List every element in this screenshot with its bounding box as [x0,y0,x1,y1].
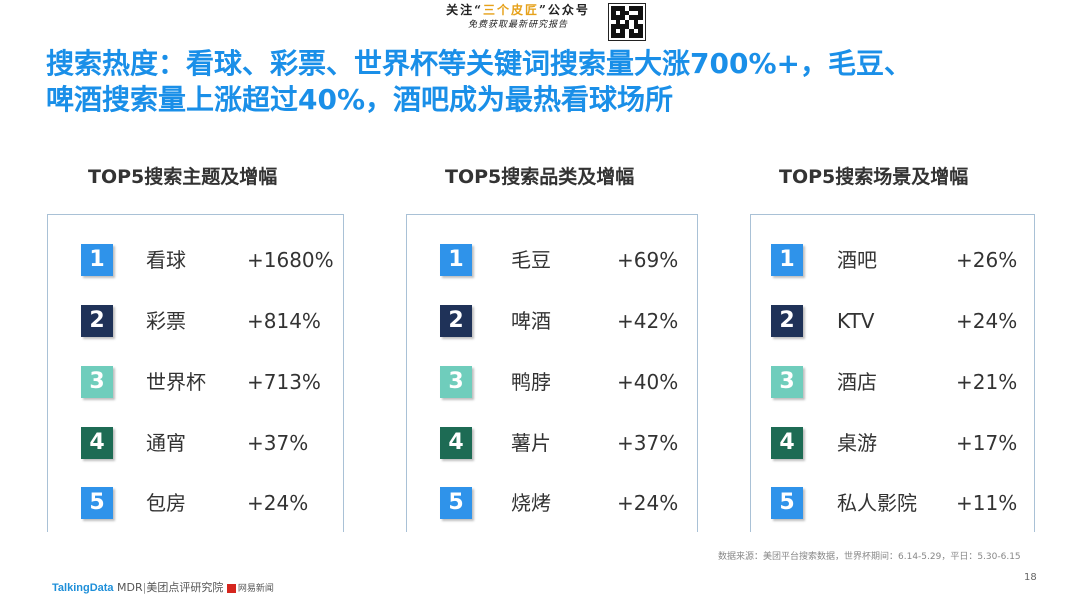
list-item: 4 桌游 +17% [751,427,1034,461]
list-item: 3 世界杯 +713% [48,366,343,400]
watermark-suffix: ”公众号 [539,3,590,17]
item-growth: +37% [247,431,309,455]
item-name: 世界杯 [146,370,206,394]
list-item: 1 看球 +1680% [48,244,343,278]
list-item: 1 酒吧 +26% [751,244,1034,278]
item-name: 薯片 [511,431,551,455]
slide-title-line1: 搜索热度：看球、彩票、世界杯等关键词搜索量大涨700%+，毛豆、 [46,47,912,80]
panel-title-topics: TOP5搜索主题及增幅 [88,166,278,188]
slide-title-line2: 啤酒搜索量上涨超过40%，酒吧成为最热看球场所 [46,83,674,116]
list-item: 2 KTV +24% [751,305,1034,339]
item-name: 鸭脖 [511,370,551,394]
item-name: 酒店 [837,370,877,394]
qr-code-icon [608,3,646,41]
rank-badge: 1 [81,244,113,276]
rank-badge: 2 [81,305,113,337]
item-name: 啤酒 [511,309,551,333]
talkingdata-logo: TalkingData [52,582,114,594]
rank-badge: 1 [440,244,472,276]
item-growth: +713% [247,370,321,394]
item-growth: +814% [247,309,321,333]
list-item: 4 通宵 +37% [48,427,343,461]
rank-badge: 3 [771,366,803,398]
item-name: 包房 [146,491,186,515]
list-item: 2 啤酒 +42% [407,305,697,339]
list-item: 5 烧烤 +24% [407,487,697,521]
item-name: 私人影院 [837,491,917,515]
meituan-research-logo: 美团点评研究院 [146,581,224,594]
watermark-prefix: 关注“ [446,3,483,17]
item-growth: +40% [617,370,679,394]
panel-scenes: 1 酒吧 +26% 2 KTV +24% 3 酒店 +21% 4 桌游 +17%… [750,214,1035,532]
mdr-logo: MDR [117,581,143,594]
watermark-line1: 关注“三个皮匠”公众号 [428,2,608,19]
item-growth: +24% [247,491,309,515]
panel-categories: 1 毛豆 +69% 2 啤酒 +42% 3 鸭脖 +40% 4 薯片 +37% … [406,214,698,532]
watermark-highlight: 三个皮匠 [482,3,539,17]
logo-separator: | [142,581,147,594]
list-item: 4 薯片 +37% [407,427,697,461]
item-name: 烧烤 [511,491,551,515]
item-growth: +37% [617,431,679,455]
rank-badge: 2 [771,305,803,337]
watermark: 关注“三个皮匠”公众号 免费获取最新研究报告 [428,2,608,32]
footer-logos: TalkingData MDR|美团点评研究院 网易新闻 [52,579,274,595]
page-number: 18 [1024,572,1037,583]
rank-badge: 3 [81,366,113,398]
item-growth: +24% [617,491,679,515]
item-name: KTV [837,309,875,333]
rank-badge: 5 [81,487,113,519]
panel-title-categories: TOP5搜索品类及增幅 [445,166,635,188]
item-name: 桌游 [837,431,877,455]
item-growth: +17% [956,431,1018,455]
list-item: 5 包房 +24% [48,487,343,521]
rank-badge: 1 [771,244,803,276]
list-item: 5 私人影院 +11% [751,487,1034,521]
item-growth: +1680% [247,248,334,272]
item-growth: +21% [956,370,1018,394]
item-growth: +26% [956,248,1018,272]
item-name: 通宵 [146,431,186,455]
list-item: 1 毛豆 +69% [407,244,697,278]
item-name: 彩票 [146,309,186,333]
netease-news-logo: 网易新闻 [237,584,274,594]
watermark-line2: 免费获取最新研究报告 [467,20,568,30]
item-growth: +69% [617,248,679,272]
rank-badge: 3 [440,366,472,398]
rank-badge: 4 [440,427,472,459]
item-name: 酒吧 [837,248,877,272]
rank-badge: 2 [440,305,472,337]
item-name: 毛豆 [511,248,551,272]
panel-title-scenes: TOP5搜索场景及增幅 [779,166,969,188]
rank-badge: 5 [771,487,803,519]
item-name: 看球 [146,248,186,272]
list-item: 3 鸭脖 +40% [407,366,697,400]
rank-badge: 5 [440,487,472,519]
item-growth: +42% [617,309,679,333]
item-growth: +24% [956,309,1018,333]
rank-badge: 4 [771,427,803,459]
slide-title: 搜索热度：看球、彩票、世界杯等关键词搜索量大涨700%+，毛豆、 啤酒搜索量上涨… [46,46,1046,118]
list-item: 2 彩票 +814% [48,305,343,339]
item-growth: +11% [956,491,1018,515]
panel-topics: 1 看球 +1680% 2 彩票 +814% 3 世界杯 +713% 4 通宵 … [47,214,344,532]
netease-news-icon [226,583,236,593]
data-source-note: 数据来源：美团平台搜索数据，世界杯期间：6.14-5.29，平日：5.30-6.… [718,552,1021,562]
rank-badge: 4 [81,427,113,459]
list-item: 3 酒店 +21% [751,366,1034,400]
